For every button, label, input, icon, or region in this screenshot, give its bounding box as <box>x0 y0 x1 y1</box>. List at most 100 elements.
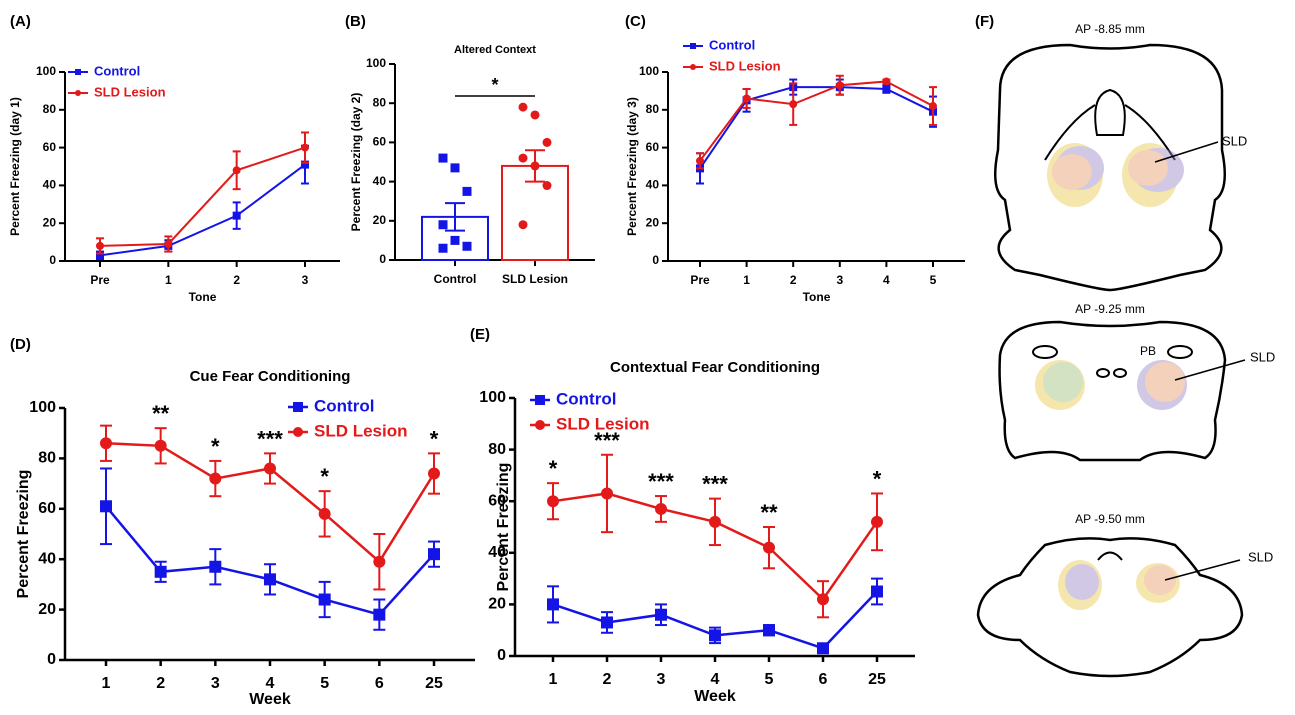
y-tick-label: 60 <box>488 492 506 509</box>
brain-outline <box>998 320 1227 462</box>
marker <box>542 137 552 147</box>
tract <box>1113 368 1127 378</box>
y-tick-label: 100 <box>366 56 386 70</box>
y-axis-label: Percent Freezing <box>495 463 512 592</box>
marker <box>428 467 440 480</box>
lesion <box>1056 146 1104 190</box>
significance-label: * <box>211 434 220 459</box>
chart-title: Cue Fear Conditioning <box>190 368 351 385</box>
marker <box>438 243 448 253</box>
ventricle <box>1094 88 1126 136</box>
x-tick-label: 1 <box>102 675 111 692</box>
marker <box>655 608 667 621</box>
marker <box>871 585 883 598</box>
legend-label: Control <box>709 37 755 52</box>
marker <box>530 110 540 120</box>
marker <box>882 77 891 86</box>
significance-label: *** <box>257 426 283 451</box>
legend-label: SLD Lesion <box>709 58 781 73</box>
y-tick-label: 100 <box>639 64 659 78</box>
x-tick-label: 2 <box>603 671 612 688</box>
x-tick-label: 3 <box>836 273 843 287</box>
significance-label: * <box>491 75 498 95</box>
y-tick-label: 60 <box>43 140 57 154</box>
ventricle <box>1097 551 1123 561</box>
diagram-panel: (F) AP -8.85 mm SLD AP -9.25 mm PB SLD <box>975 13 1275 678</box>
x-axis-label: Week <box>694 688 736 705</box>
legend-label: SLD Lesion <box>556 414 650 433</box>
x-tick-label: 3 <box>657 671 666 688</box>
region-label: PB <box>1140 344 1156 358</box>
panel-label: (E) <box>470 326 490 343</box>
marker <box>462 186 472 196</box>
x-tick-label: 3 <box>302 273 309 287</box>
y-tick-label: 20 <box>373 213 387 227</box>
marker <box>96 251 104 260</box>
chart-title: Altered Context <box>454 44 536 56</box>
marker <box>696 156 704 165</box>
marker <box>264 462 276 475</box>
marker <box>817 642 829 655</box>
x-tick-label: 3 <box>211 675 220 692</box>
marker <box>154 439 167 452</box>
lesion <box>1136 563 1180 603</box>
x-tick-label: 25 <box>425 675 443 692</box>
x-tick-label: 2 <box>790 273 797 287</box>
lesion-overlays <box>1047 143 1184 207</box>
x-tick-label: 4 <box>266 675 275 692</box>
y-axis-label: Percent Freezing (day 3) <box>625 97 639 236</box>
marker <box>209 472 222 485</box>
region-label: SLD <box>1248 549 1273 564</box>
lesion <box>1035 360 1085 410</box>
marker <box>462 241 472 251</box>
significance-label: ** <box>760 500 778 525</box>
y-tick-label: 0 <box>379 252 386 266</box>
marker <box>438 153 448 163</box>
x-axis-label: Tone <box>803 290 831 304</box>
section-title: AP -8.85 mm <box>1075 22 1145 36</box>
y-tick-label: 20 <box>43 215 57 229</box>
marker <box>601 487 613 500</box>
marker <box>318 507 331 520</box>
lesion-overlays <box>1058 560 1180 610</box>
marker <box>293 402 303 412</box>
lesion <box>1058 560 1102 610</box>
marker <box>209 560 222 573</box>
panel-label: (A) <box>10 13 31 30</box>
y-tick-label: 20 <box>488 596 506 613</box>
lesion <box>1043 362 1083 402</box>
y-tick-label: 80 <box>43 102 57 116</box>
marker <box>601 616 613 629</box>
y-axis-label: Percent Freezing (day 1) <box>8 97 22 236</box>
marker <box>450 163 460 173</box>
marker <box>100 437 112 450</box>
y-tick-label: 80 <box>373 95 387 109</box>
marker <box>438 220 448 230</box>
marker <box>154 565 167 578</box>
y-tick-label: 80 <box>488 441 506 458</box>
x-tick-label: Control <box>434 272 477 286</box>
significance-label: * <box>549 456 558 481</box>
brain-outline <box>976 537 1244 678</box>
x-tick-label: 5 <box>930 273 937 287</box>
y-tick-label: 40 <box>488 544 506 561</box>
marker <box>301 160 309 169</box>
y-tick-label: 40 <box>38 550 56 567</box>
tract <box>1096 368 1110 378</box>
region-label: SLD <box>1222 133 1247 148</box>
marker <box>100 500 112 513</box>
lesion <box>1065 564 1099 600</box>
y-tick-label: 100 <box>36 64 56 78</box>
panel-label: (F) <box>975 13 994 30</box>
marker <box>709 515 721 528</box>
marker <box>763 541 775 554</box>
marker <box>882 85 891 94</box>
y-tick-label: 60 <box>373 135 387 149</box>
marker <box>817 593 829 606</box>
section-title: AP -9.50 mm <box>1075 512 1145 526</box>
lesion-overlays <box>1035 360 1187 410</box>
x-tick-label: 1 <box>743 273 750 287</box>
marker <box>450 235 460 245</box>
tract <box>1044 104 1176 161</box>
